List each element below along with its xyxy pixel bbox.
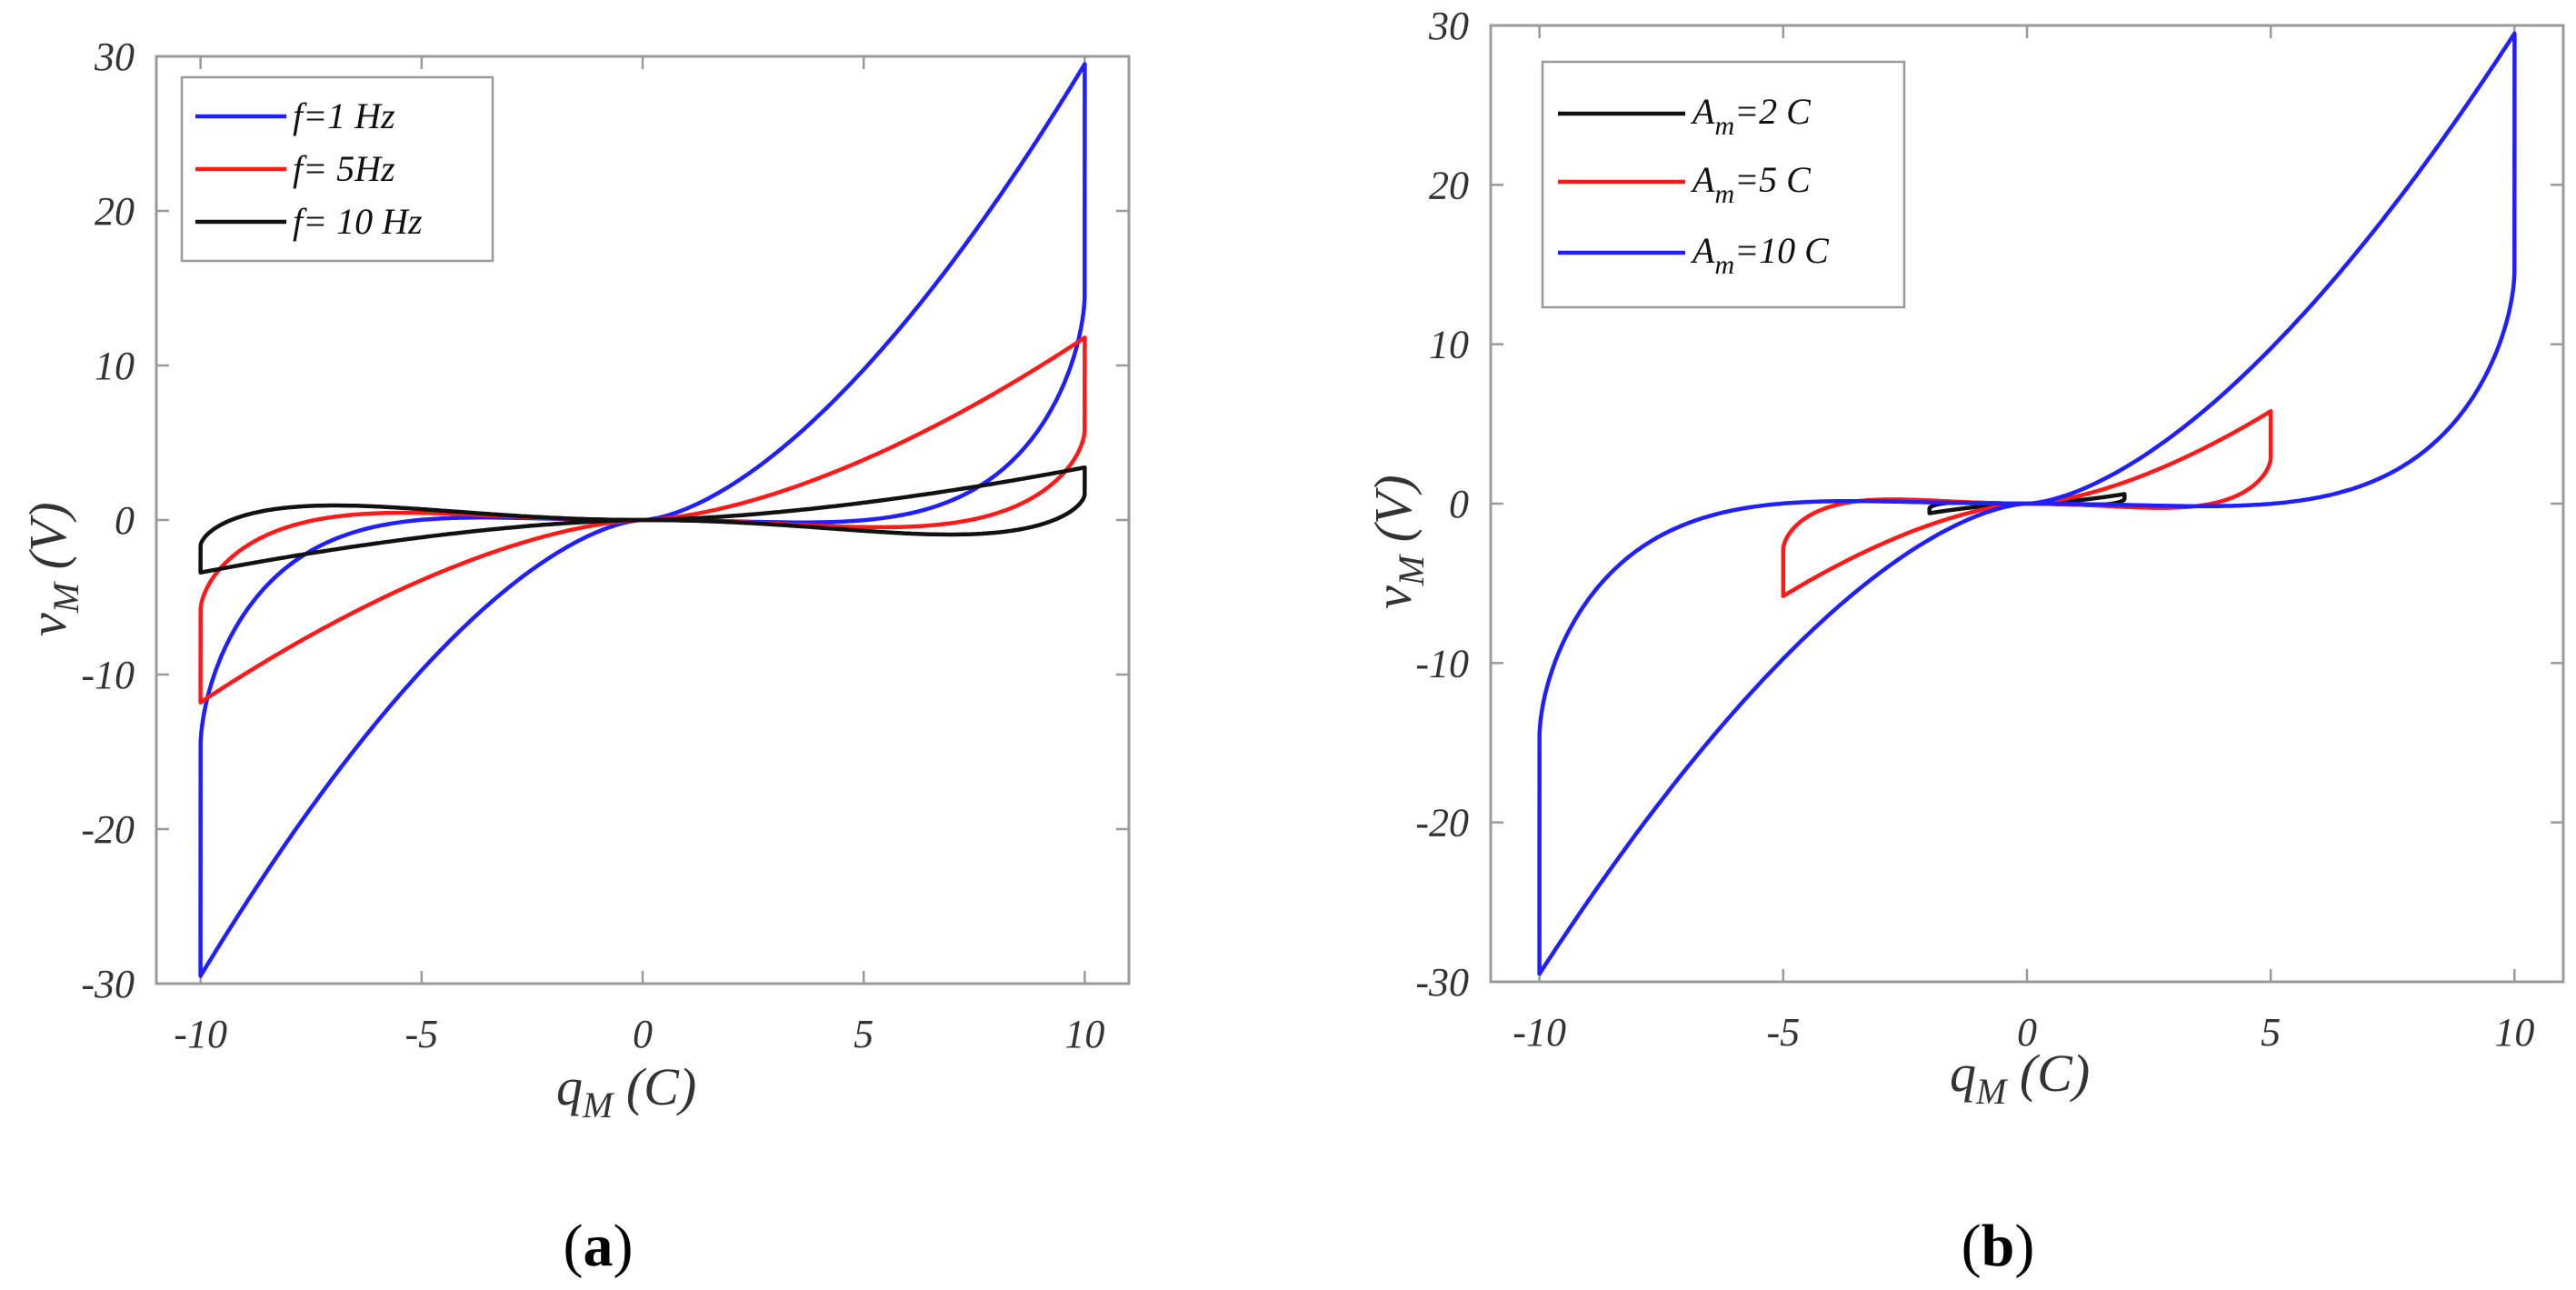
chart-b-legend-label-2-rest: =5 C [1734, 159, 1812, 200]
chart-a-xlabel-unit: (C) [613, 1057, 696, 1116]
chart-a-series [198, 62, 1087, 978]
chart-a-xlabel-var: q [556, 1057, 583, 1116]
chart-a-ytick-label: -10 [81, 653, 135, 697]
chart-b-ytick-label: 20 [1429, 163, 1469, 207]
chart-a-legend-label-3: f= 10 Hz [293, 201, 423, 242]
chart-a-ylabel-var: v [18, 613, 77, 636]
chart-b-ytick-label: -30 [1415, 960, 1469, 1005]
chart-a-ytick-label: -30 [81, 962, 135, 1006]
chart-a-ylabel-unit: (V) [18, 502, 77, 583]
chart-b-legend-label-1: Am=2 C [1690, 91, 1812, 141]
chart-b-ylabel: vM (V) [1363, 475, 1432, 609]
chart-a-ytick-label: 10 [95, 344, 135, 388]
chart-b-legend-label-3-var: A [1690, 230, 1715, 271]
chart-b-xlabel-unit: (C) [2006, 1044, 2090, 1103]
chart-a-ytick-label: -20 [81, 807, 135, 852]
chart-b-ytick-label: 0 [1449, 482, 1469, 526]
chart-b-xtick-label: -5 [1766, 1010, 1800, 1055]
chart-a-caption: (a) [564, 1213, 634, 1279]
chart-b-legend-label-2-var: A [1690, 159, 1715, 200]
chart-a-xtick-label: 0 [633, 1012, 653, 1056]
chart-b-legend-label-3: Am=10 C [1690, 230, 1830, 280]
chart-b-xtick-label: 5 [2261, 1010, 2281, 1055]
chart-a-legend-label-1: f=1 Hz [293, 95, 395, 136]
chart-a-ytick-label: 0 [115, 498, 135, 543]
chart-b-ylabel-unit: (V) [1363, 475, 1423, 555]
chart-b-legend-label-1-rest: =2 C [1734, 91, 1812, 132]
chart-a-legend: f=1 Hz f= 5Hz f= 10 Hz [180, 75, 494, 263]
chart-a-caption-close: ) [614, 1213, 634, 1279]
chart-b-xtick-label: -10 [1513, 1010, 1566, 1055]
chart-b-legend: Am=2 C Am=5 C Am=10 C [1541, 60, 1906, 309]
chart-b-legend-label-1-sub: m [1714, 111, 1734, 141]
chart-a-ytick-label: 30 [94, 35, 135, 79]
chart-a-xtick-label: -5 [404, 1012, 438, 1056]
chart-a-caption-letter: a [584, 1213, 614, 1279]
chart-b-ytick-label: -10 [1415, 641, 1469, 685]
chart-b-xtick-label: 10 [2494, 1010, 2534, 1055]
chart-b-series [1537, 31, 2517, 976]
chart-a-legend-label-2: f= 5Hz [293, 148, 395, 189]
chart-a-ylabel: vM (V) [18, 502, 86, 636]
chart-b-caption-close: ) [2014, 1213, 2034, 1279]
chart-b-legend-label-1-var: A [1690, 91, 1715, 132]
chart-a-ticks: -10 -5 0 5 10 -30 -20 -10 0 10 20 30 [81, 35, 1129, 1056]
chart-b-ticks: -10 -5 0 5 10 -30 -20 -10 0 10 20 30 [1415, 4, 2563, 1055]
chart-a-xlabel: qM (C) [556, 1057, 696, 1125]
chart-b: -10 -5 0 5 10 -30 -20 -10 0 10 20 30 Am=2 C Am=5 C … [1363, 4, 2565, 1279]
chart-b-legend-box [1541, 60, 1906, 309]
chart-b-legend-label-2: Am=5 C [1690, 159, 1812, 209]
chart-a-series-3-line [198, 465, 1087, 575]
chart-b-xlabel: qM (C) [1950, 1044, 2090, 1112]
chart-b-caption-letter: b [1982, 1213, 2015, 1279]
chart-a-xlabel-sub: M [582, 1085, 615, 1125]
chart-b-caption: (b) [1962, 1213, 2035, 1279]
chart-b-ytick-label: 30 [1428, 4, 1469, 48]
chart-b-ytick-label: -20 [1415, 801, 1469, 845]
chart-a-xtick-label: -10 [174, 1012, 227, 1056]
chart-b-xlabel-var: q [1950, 1044, 1976, 1103]
chart-a-ytick-label: 20 [95, 189, 135, 234]
chart-b-caption-open: ( [1962, 1213, 1982, 1279]
chart-a-xtick-label: 5 [854, 1012, 874, 1056]
chart-b-xtick-label: 0 [2017, 1010, 2037, 1055]
chart-b-xlabel-sub: M [1975, 1071, 2009, 1112]
chart-a-ylabel-sub: M [45, 580, 86, 614]
chart-a: -10 -5 0 5 10 -30 -20 -10 0 10 20 30 f=1 Hz f= 5Hz … [18, 35, 1131, 1279]
chart-b-ylabel-var: v [1363, 585, 1423, 609]
chart-b-series-3-line [1537, 31, 2517, 976]
chart-b-ytick-label: 10 [1429, 323, 1469, 367]
chart-b-legend-label-2-sub: m [1714, 179, 1734, 209]
chart-b-ylabel-sub: M [1391, 553, 1432, 586]
chart-a-caption-open: ( [564, 1213, 584, 1279]
chart-b-legend-label-3-rest: =10 C [1734, 230, 1830, 271]
chart-b-legend-label-3-sub: m [1714, 250, 1734, 280]
chart-a-xtick-label: 10 [1064, 1012, 1104, 1056]
